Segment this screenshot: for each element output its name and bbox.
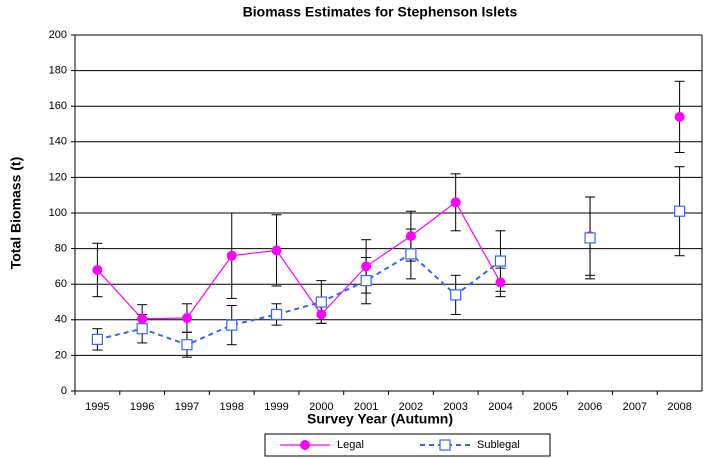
x-tick-label: 1996: [130, 401, 154, 413]
legend-marker: [300, 440, 310, 450]
point: [92, 264, 103, 275]
x-tick-label: 2000: [309, 401, 333, 413]
y-tick-label: 100: [49, 207, 67, 219]
x-tick-label: 2006: [578, 401, 602, 413]
y-tick-label: 200: [49, 29, 67, 41]
legend-marker: [439, 439, 451, 451]
legend-label: Sublegal: [477, 439, 520, 451]
point: [674, 111, 685, 122]
y-axis-title: Total Biomass (t): [8, 157, 24, 270]
y-tick-label: 0: [61, 385, 67, 397]
point: [405, 231, 416, 242]
x-tick-label: 1999: [264, 401, 288, 413]
point: [271, 245, 282, 256]
point: [316, 309, 327, 320]
y-tick-label: 40: [55, 314, 67, 326]
point: [361, 261, 372, 272]
x-tick-label: 1997: [175, 401, 199, 413]
point: [137, 313, 148, 324]
series-line: [97, 211, 679, 345]
y-tick-label: 160: [49, 100, 67, 112]
x-tick-label: 2003: [443, 401, 467, 413]
x-tick-label: 2002: [399, 401, 423, 413]
x-tick-label: 1998: [220, 401, 244, 413]
legend-label: Legal: [337, 439, 364, 451]
legend-box: [264, 433, 551, 457]
point: [494, 255, 507, 267]
y-tick-label: 180: [49, 65, 67, 77]
x-tick-label: 2008: [667, 401, 691, 413]
point: [584, 232, 596, 244]
y-tick-label: 140: [49, 136, 67, 148]
y-tick-label: 120: [49, 171, 67, 183]
x-axis-title: Survey Year (Autumn): [307, 411, 453, 427]
chart-title: Biomass Estimates for Stephenson Islets: [243, 4, 518, 20]
point: [181, 339, 193, 351]
point: [674, 205, 686, 217]
series-line: [97, 117, 679, 319]
x-tick-label: 1995: [85, 401, 109, 413]
y-tick-label: 20: [55, 349, 67, 361]
y-tick-label: 80: [55, 243, 67, 255]
point: [91, 333, 103, 345]
point: [226, 250, 237, 261]
x-tick-label: 2007: [623, 401, 647, 413]
point: [136, 323, 148, 335]
point: [226, 319, 238, 331]
point: [495, 277, 506, 288]
point: [450, 197, 461, 208]
point: [315, 296, 327, 308]
x-tick-label: 2001: [354, 401, 378, 413]
point: [360, 275, 372, 287]
point: [270, 308, 283, 321]
y-tick-label: 60: [55, 278, 67, 290]
point: [450, 289, 462, 301]
point: [405, 248, 417, 260]
point: [181, 313, 192, 324]
x-tick-label: 2004: [488, 401, 512, 413]
x-tick-label: 2005: [533, 401, 557, 413]
